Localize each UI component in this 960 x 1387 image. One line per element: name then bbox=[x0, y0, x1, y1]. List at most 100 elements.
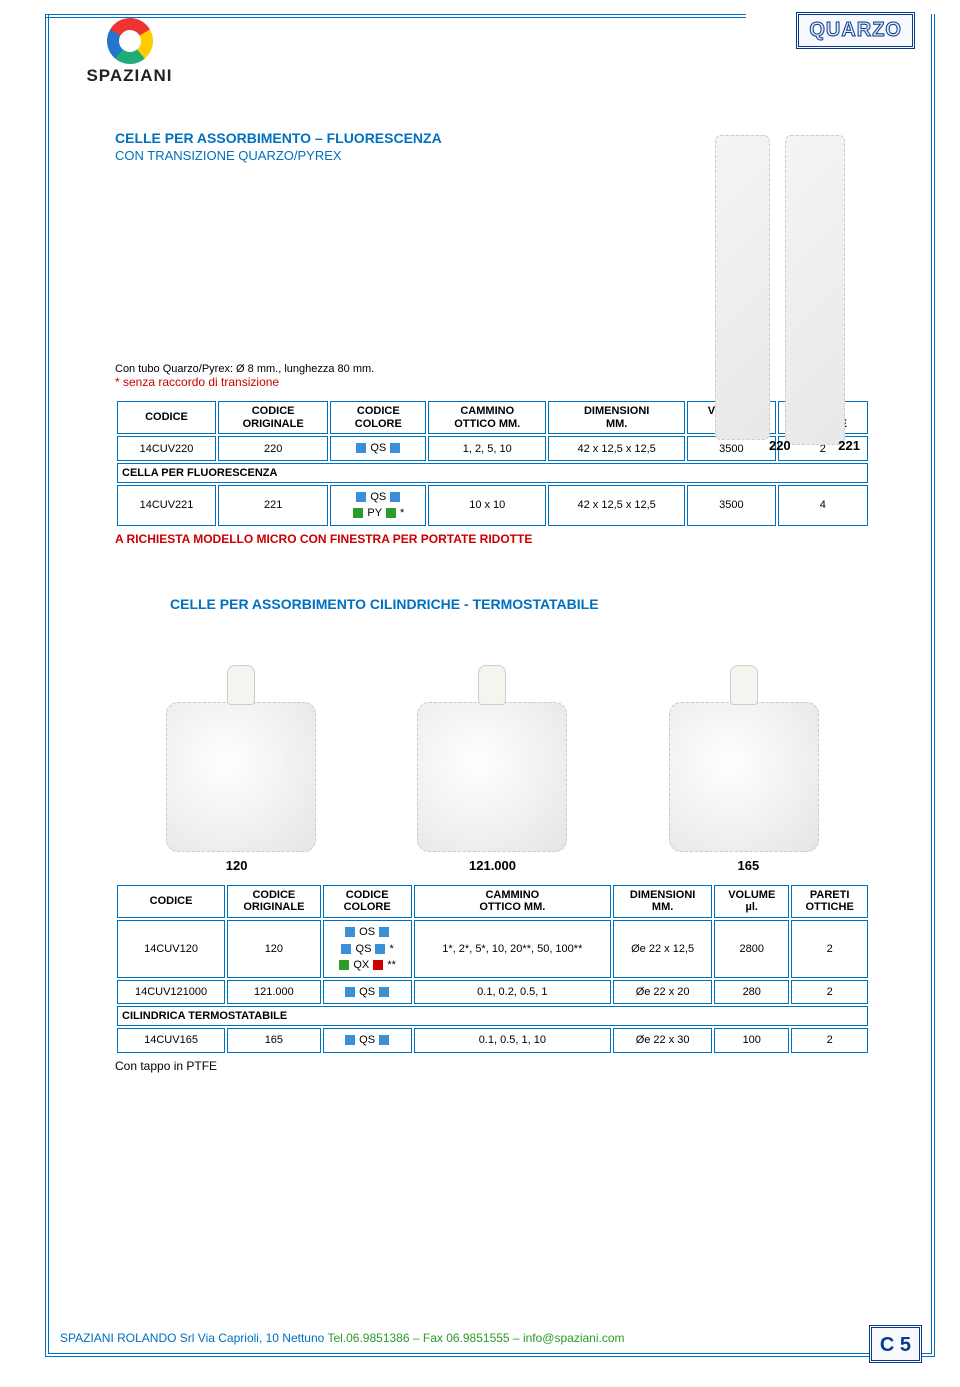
cell-cammino: 1, 2, 5, 10 bbox=[428, 436, 546, 461]
cell-code: 14CUV221 bbox=[117, 485, 216, 526]
color-swatch-icon bbox=[390, 492, 400, 502]
cell-cammino: 1*, 2*, 5*, 10, 20**, 50, 100** bbox=[414, 920, 611, 978]
th-dimensioni: DIMENSIONIMM. bbox=[548, 401, 685, 434]
table-row: 14CUV165165 QS 0.1, 0.5, 1, 10Øe 22 x 30… bbox=[117, 1028, 868, 1053]
th2-dim-l1: DIMENSIONI bbox=[630, 889, 695, 901]
cell-vol: 100 bbox=[714, 1028, 789, 1053]
footer-company: SPAZIANI ROLANDO Srl Via Caprioli, 10 Ne… bbox=[60, 1331, 324, 1345]
caption-120: 120 bbox=[226, 858, 248, 873]
cell-color: QS bbox=[323, 980, 412, 1005]
cell-color: QS bbox=[330, 436, 426, 461]
cell-vol: 2800 bbox=[714, 920, 789, 978]
th2-orig-l2: ORIGINALE bbox=[243, 901, 304, 913]
th2-dimensioni: DIMENSIONIMM. bbox=[613, 885, 712, 918]
product-image-221 bbox=[785, 135, 845, 445]
cell-vol: 280 bbox=[714, 980, 789, 1005]
footer: SPAZIANI ROLANDO Srl Via Caprioli, 10 Ne… bbox=[60, 1331, 900, 1345]
color-swatch-icon bbox=[345, 1035, 355, 1045]
cell-dim: 42 x 12,5 x 12,5 bbox=[548, 436, 685, 461]
th2-vol-l1: VOLUME bbox=[728, 889, 775, 901]
product-image-120 bbox=[166, 702, 316, 852]
cell-orig: 221 bbox=[218, 485, 328, 526]
section1-tbody: 14CUV220220 QS 1, 2, 5, 1042 x 12,5 x 12… bbox=[117, 436, 868, 526]
cell-color: QS bbox=[323, 1028, 412, 1053]
th2-par-l2: OTTICHE bbox=[806, 901, 854, 913]
table-section-row: CILINDRICA TERMOSTATABILE bbox=[117, 1006, 868, 1026]
cell-pareti: 4 bbox=[778, 485, 868, 526]
caption-220: 220 bbox=[769, 438, 791, 453]
color-swatch-icon bbox=[353, 508, 363, 518]
color-swatch-icon bbox=[390, 443, 400, 453]
cell-dim: 42 x 12,5 x 12,5 bbox=[548, 485, 685, 526]
cell-code: 14CUV165 bbox=[117, 1028, 225, 1053]
th-dim-l1: DIMENSIONI bbox=[584, 405, 649, 417]
cell-color: QS PY * bbox=[330, 485, 426, 526]
color-swatch-icon bbox=[386, 508, 396, 518]
table-row: 14CUV120120 OS QS * QX **1*, 2*, 5*, 10,… bbox=[117, 920, 868, 978]
section2-tbody: 14CUV120120 OS QS * QX **1*, 2*, 5*, 10,… bbox=[117, 920, 868, 1053]
color-swatch-icon bbox=[373, 960, 383, 970]
th-col-l1: CODICE bbox=[357, 405, 400, 417]
cell-cammino: 10 x 10 bbox=[428, 485, 546, 526]
cell-orig: 165 bbox=[227, 1028, 321, 1053]
table-row: 14CUV221221 QS PY *10 x 1042 x 12,5 x 12… bbox=[117, 485, 868, 526]
color-swatch-icon bbox=[375, 944, 385, 954]
cell-color: OS QS * QX ** bbox=[323, 920, 412, 978]
cell-section: CELLA PER FLUORESCENZA bbox=[117, 463, 868, 483]
th-col-l2: COLORE bbox=[355, 418, 402, 430]
color-swatch-icon bbox=[379, 987, 389, 997]
color-swatch-icon bbox=[356, 492, 366, 502]
th2-originale: CODICEORIGINALE bbox=[227, 885, 321, 918]
th-orig-l1: CODICE bbox=[252, 405, 295, 417]
th2-vol-l2: µl. bbox=[746, 901, 758, 913]
page: SPAZIANI QUARZO 220 221 CELLE PER ASSORB… bbox=[0, 0, 960, 1387]
th-cam-l2: OTTICO MM. bbox=[454, 418, 520, 430]
caption-165: 165 bbox=[738, 858, 760, 873]
th-originale: CODICEORIGINALE bbox=[218, 401, 328, 434]
color-swatch-icon bbox=[379, 927, 389, 937]
cell-pareti: 2 bbox=[791, 980, 868, 1005]
logo-quarzo: QUARZO bbox=[796, 12, 915, 49]
section2-thead: CODICE CODICEORIGINALE CODICECOLORE CAMM… bbox=[117, 885, 868, 918]
th-codice: CODICE bbox=[117, 401, 216, 434]
caption-221: 221 bbox=[838, 438, 860, 453]
table-row: 14CUV121000121.000 QS 0.1, 0.2, 0.5, 1Øe… bbox=[117, 980, 868, 1005]
th-dim-l2: MM. bbox=[606, 418, 627, 430]
table-section-row: CELLA PER FLUORESCENZA bbox=[117, 463, 868, 483]
color-swatch-icon bbox=[339, 960, 349, 970]
cell-pareti: 2 bbox=[791, 920, 868, 978]
th2-codice: CODICE bbox=[117, 885, 225, 918]
cell-code: 14CUV220 bbox=[117, 436, 216, 461]
cell-orig: 220 bbox=[218, 436, 328, 461]
cell-orig: 121.000 bbox=[227, 980, 321, 1005]
cell-dim: Øe 22 x 20 bbox=[613, 980, 712, 1005]
th2-volume: VOLUMEµl. bbox=[714, 885, 789, 918]
caption-121000: 121.000 bbox=[469, 858, 516, 873]
th2-cammino: CAMMINOOTTICO MM. bbox=[414, 885, 611, 918]
th2-cam-l1: CAMMINO bbox=[485, 889, 539, 901]
th-colore: CODICECOLORE bbox=[330, 401, 426, 434]
logo-spaziani: SPAZIANI bbox=[72, 18, 187, 86]
cell-vol: 3500 bbox=[687, 485, 775, 526]
section2: CELLE PER ASSORBIMENTO CILINDRICHE - TER… bbox=[115, 596, 870, 1073]
page-number: C 5 bbox=[869, 1325, 922, 1363]
th2-pareti: PARETIOTTICHE bbox=[791, 885, 868, 918]
section2-table: CODICE CODICEORIGINALE CODICECOLORE CAMM… bbox=[115, 883, 870, 1055]
product-image-121000 bbox=[417, 702, 567, 852]
th2-col-l2: COLORE bbox=[344, 901, 391, 913]
th2-par-l1: PARETI bbox=[810, 889, 850, 901]
content: CELLE PER ASSORBIMENTO – FLUORESCENZA CO… bbox=[55, 20, 905, 1073]
section2-caption-row: 120 121.000 165 bbox=[115, 858, 870, 873]
logo-swirl-icon bbox=[107, 18, 153, 64]
cell-pareti: 2 bbox=[791, 1028, 868, 1053]
cell-section: CILINDRICA TERMOSTATABILE bbox=[117, 1006, 868, 1026]
product-image-165 bbox=[669, 702, 819, 852]
th2-dim-l2: MM. bbox=[652, 901, 673, 913]
th2-codice-l1: CODICE bbox=[150, 895, 193, 907]
cell-code: 14CUV121000 bbox=[117, 980, 225, 1005]
th2-colore: CODICECOLORE bbox=[323, 885, 412, 918]
color-swatch-icon bbox=[345, 927, 355, 937]
section2-footnote: Con tappo in PTFE bbox=[115, 1059, 870, 1073]
product-image-220 bbox=[715, 135, 770, 440]
th-codice-l1: CODICE bbox=[145, 411, 188, 423]
